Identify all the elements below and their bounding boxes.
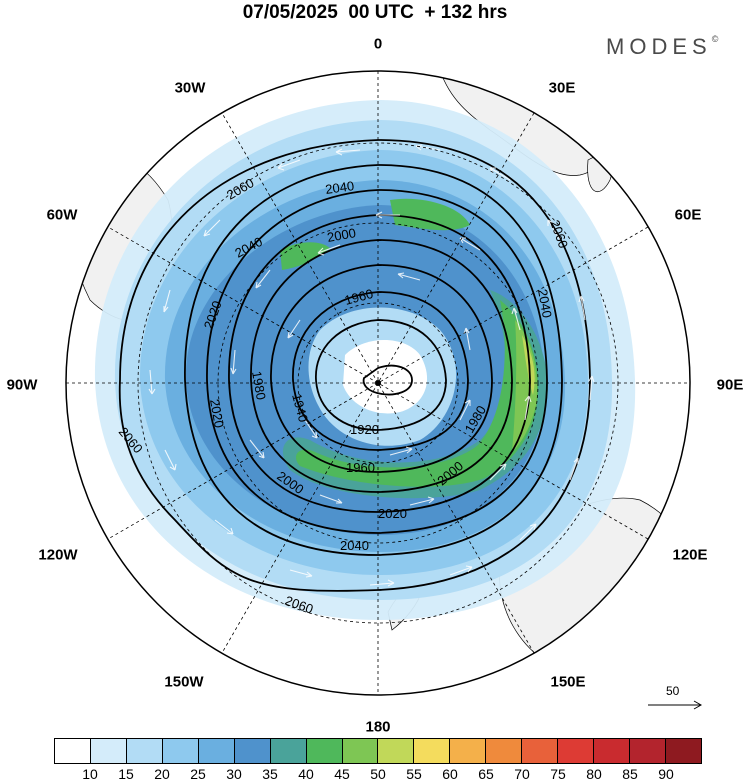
wind-shade-55	[522, 335, 535, 395]
colorbar-swatch	[55, 739, 91, 763]
colorbar-label: 50	[370, 766, 386, 782]
lon-label-60e: 60E	[674, 206, 702, 224]
height-contours	[118, 139, 591, 592]
contour-label: 1920	[350, 422, 379, 437]
colorbar-label: 65	[478, 766, 494, 782]
colorbar-label: 70	[514, 766, 530, 782]
lon-label-90e: 90E	[716, 376, 744, 394]
colorbar-label: 60	[442, 766, 458, 782]
contour-label: 2040	[324, 178, 355, 197]
colorbar-swatch	[630, 739, 666, 763]
colorbar-swatch	[486, 739, 523, 763]
pole-dot	[375, 380, 381, 386]
brand-mark: ©	[711, 33, 719, 44]
contour-2040	[184, 164, 563, 556]
colorbar-label: 25	[190, 766, 206, 782]
latitude-circle-2	[217, 222, 539, 544]
colorbar-swatch	[594, 739, 630, 763]
colorbar-label: 20	[154, 766, 170, 782]
colorbar-swatch	[558, 739, 595, 763]
lon-label-0: 0	[373, 35, 383, 53]
colorbar-swatch	[522, 739, 559, 763]
reference-vector-arrow	[648, 700, 703, 710]
colorbar-swatch	[414, 739, 451, 763]
colorbar-swatch	[198, 739, 235, 763]
colorbar-label: 35	[262, 766, 278, 782]
colorbar-swatch	[450, 739, 487, 763]
colorbar-label: 80	[586, 766, 602, 782]
map-boundary	[65, 70, 691, 696]
lon-label-120e: 120E	[672, 546, 708, 564]
colorbar-swatch	[342, 739, 379, 763]
contour-label: 1980	[249, 370, 269, 401]
wind-shade-45	[295, 300, 539, 487]
contour-1960	[270, 264, 493, 473]
colorbar-label: 10	[82, 766, 98, 782]
contour-label: 2020	[207, 398, 227, 429]
lon-label-90w: 90W	[6, 376, 38, 394]
reference-vector-value: 50	[666, 684, 680, 698]
wind-shade-40-atlantic	[390, 198, 470, 231]
contour-label: 2040	[340, 538, 369, 553]
colorbar-swatch	[162, 739, 199, 763]
colorbar-swatch	[90, 739, 127, 763]
lon-label-60w: 60W	[46, 206, 78, 224]
lon-label-150e: 150E	[550, 673, 586, 691]
colorbar-swatch	[378, 739, 415, 763]
colorbar-label: 30	[226, 766, 242, 782]
colorbar-swatch	[126, 739, 163, 763]
lon-label-30e: 30E	[548, 79, 576, 97]
colorbar-label: 55	[406, 766, 422, 782]
colorbar-label: 75	[550, 766, 566, 782]
wind-shade-50	[512, 320, 538, 452]
contour-label: 2000	[326, 225, 357, 245]
colorbar-swatch	[270, 739, 307, 763]
colorbar	[54, 738, 702, 764]
colorbar-swatch	[306, 739, 343, 763]
colorbar-label: 85	[622, 766, 638, 782]
brand-name: MODES	[606, 34, 712, 59]
colorbar-swatch	[234, 739, 271, 763]
colorbar-label: 90	[658, 766, 674, 782]
colorbar-label: 45	[334, 766, 350, 782]
lon-label-180: 180	[365, 718, 391, 736]
contour-label: 1960	[343, 286, 375, 308]
contour-label: 2040	[535, 288, 555, 319]
colorbar-swatch	[665, 739, 701, 763]
contour-low	[362, 364, 413, 396]
colorbar-label: 15	[118, 766, 134, 782]
contour-label: 1940	[289, 392, 311, 424]
contour-2060	[118, 139, 591, 592]
lon-label-150w: 150W	[164, 673, 204, 691]
contour-label: 1960	[346, 460, 375, 475]
wind-shade-pole-inner	[343, 340, 428, 414]
modes-logo: MODES©	[606, 34, 718, 60]
lon-label-120w: 120W	[38, 546, 78, 564]
map-title: 07/05/2025 00 UTC + 132 hrs	[242, 2, 508, 23]
contour-label: 2020	[378, 506, 407, 521]
contour-1920	[315, 319, 447, 431]
lon-label-30w: 30W	[174, 79, 206, 97]
colorbar-label: 40	[298, 766, 314, 782]
